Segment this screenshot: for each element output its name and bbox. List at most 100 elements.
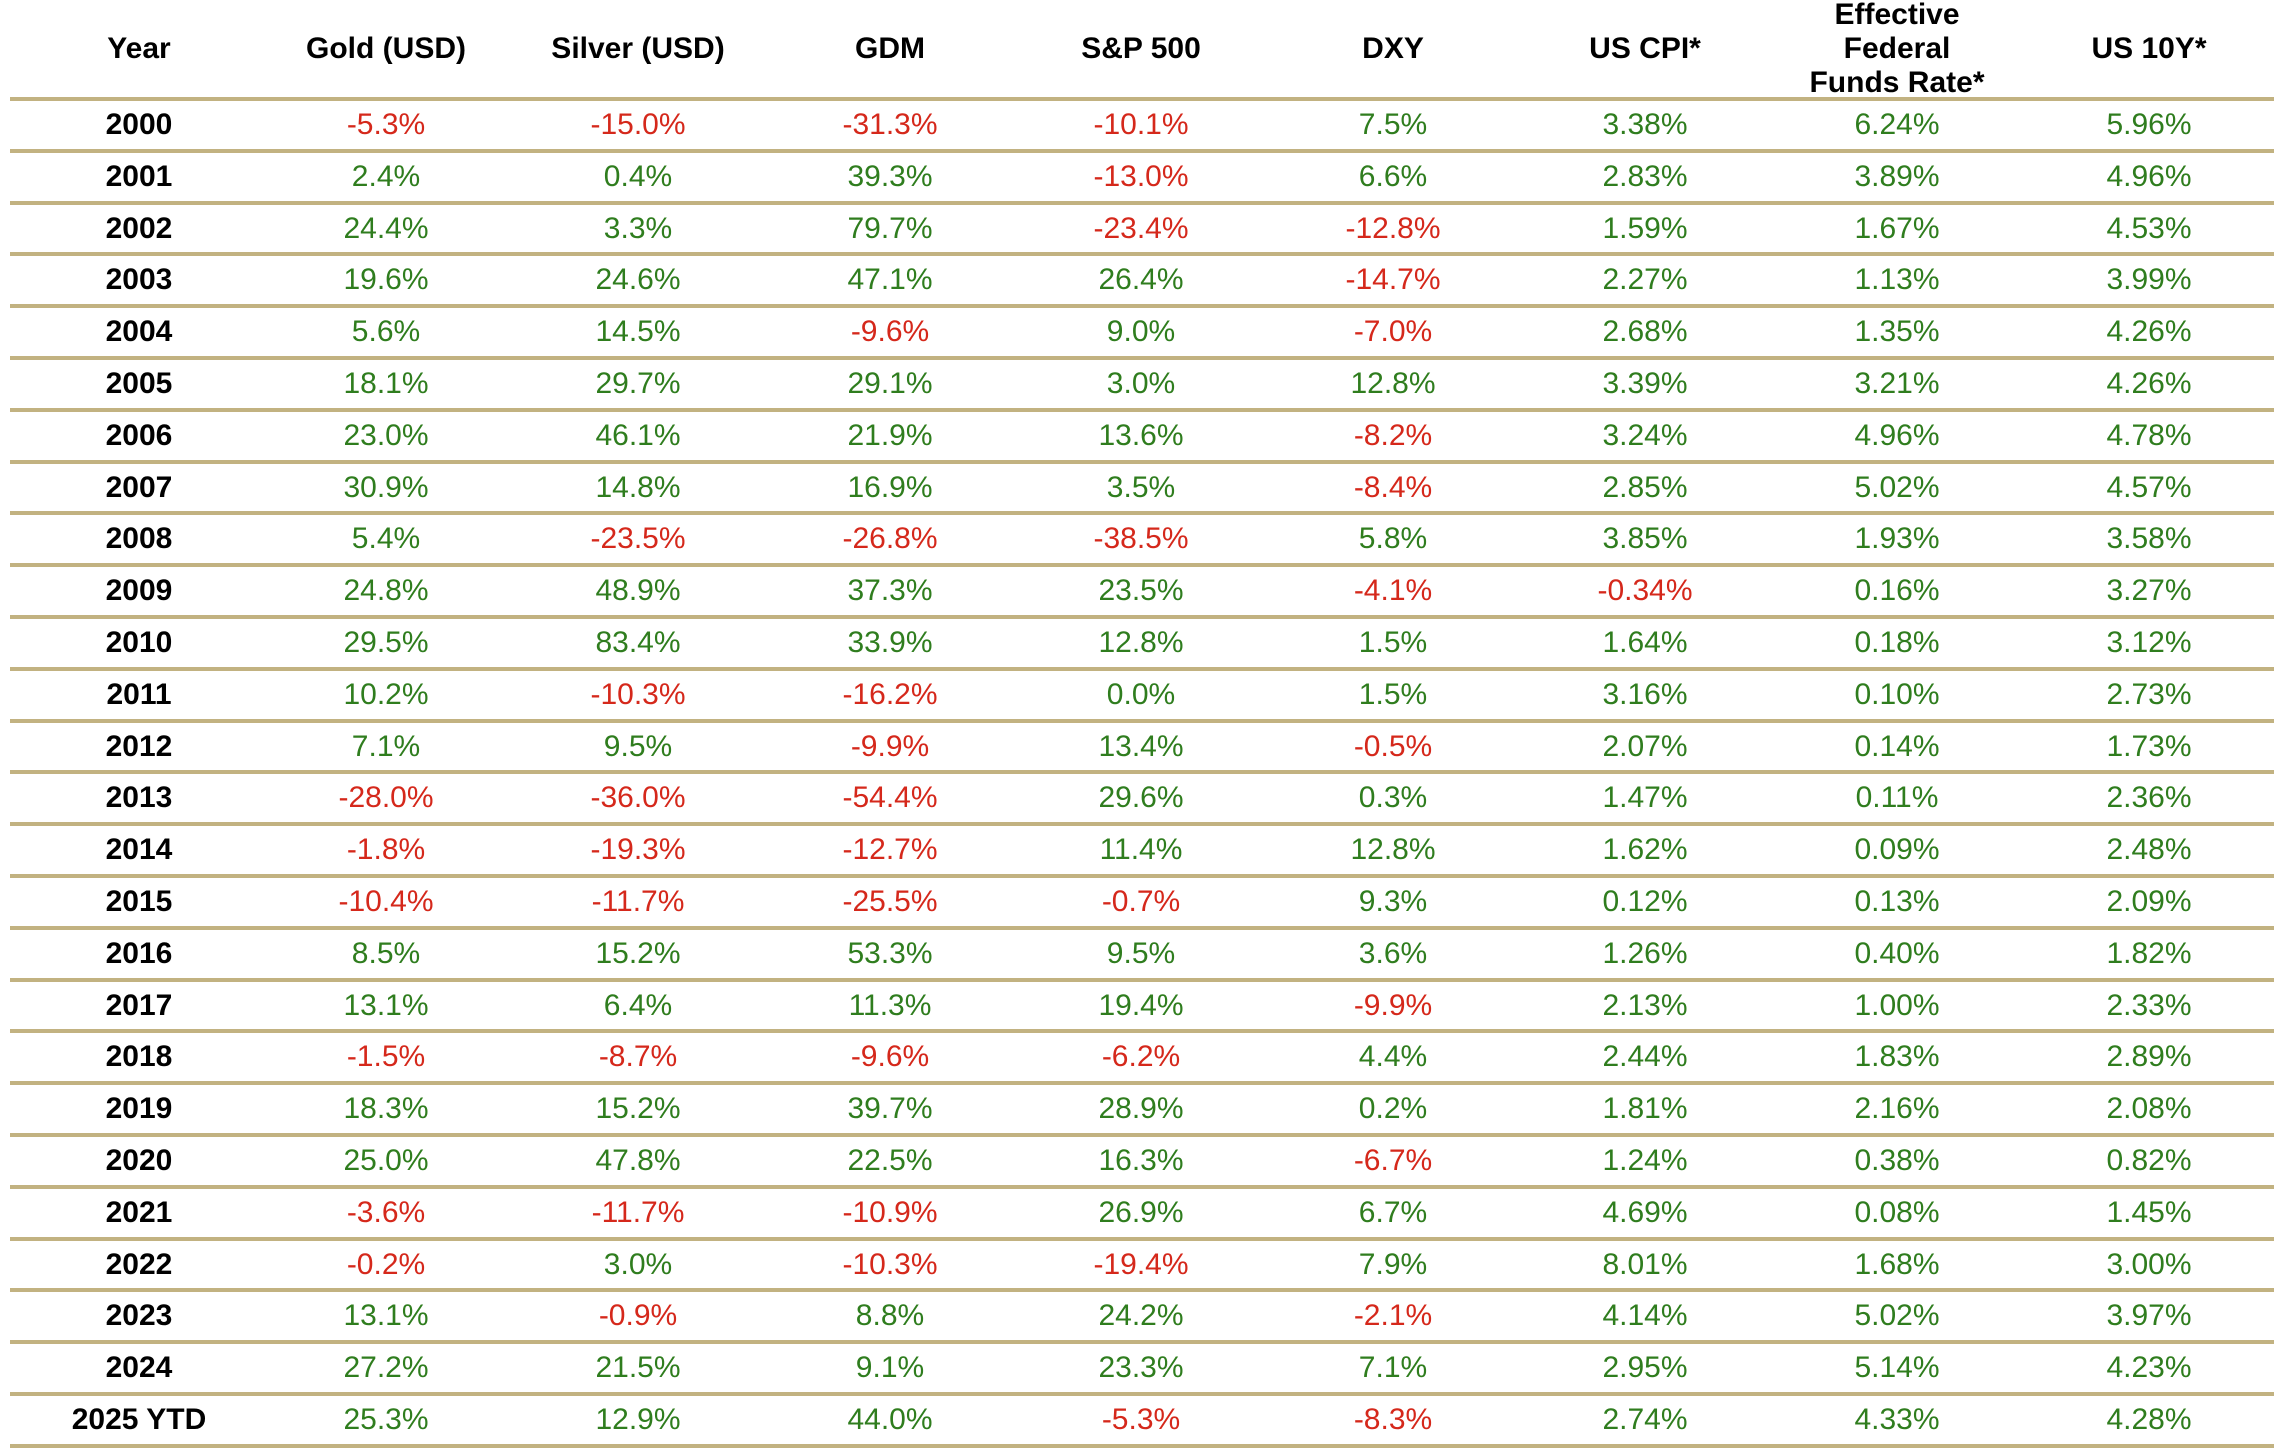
column-header-us-10y: US 10Y*: [2091, 31, 2207, 65]
effr-cell: 1.35%: [1854, 315, 1940, 349]
gold-cell: 24.8%: [343, 574, 429, 608]
sp500-cell: -0.7%: [1101, 884, 1181, 918]
us-cpi-cell: 3.24%: [1602, 418, 1688, 452]
silver-cell: 83.4%: [595, 625, 681, 659]
us-10y-cell: 0.82%: [2106, 1143, 2192, 1177]
dxy-cell: 7.5%: [1358, 108, 1428, 141]
table-header-row: Year Gold (USD) Silver (USD) GDM S&P 500 DXY U…: [10, 0, 2274, 101]
table-row: 2020 25.0% 47.8% 22.5% 16.3% -6.7% 1.24% 0.38% 0…: [10, 1137, 2274, 1189]
gold-cell: 13.1%: [343, 1299, 429, 1333]
silver-cell: 47.8%: [595, 1143, 681, 1177]
us-cpi-cell: 3.39%: [1602, 366, 1688, 400]
gdm-cell: 47.1%: [847, 263, 933, 297]
gold-cell: 5.4%: [351, 522, 421, 556]
year-cell: 2015: [105, 884, 173, 918]
table-row: 2014 -1.8% -19.3% -12.7% 11.4% 12.8% 1.62% 0.09…: [10, 826, 2274, 878]
table-row: 2002 24.4% 3.3% 79.7% -23.4% -12.8% 1.59% 1.67%…: [10, 205, 2274, 257]
dxy-cell: 6.7%: [1358, 1195, 1428, 1229]
us-cpi-cell: 3.38%: [1602, 108, 1688, 141]
us-cpi-cell: 1.64%: [1602, 625, 1688, 659]
table-body: 2000 -5.3% -15.0% -31.3% -10.1% 7.5% 3.38% 6.24…: [10, 101, 2274, 1448]
dxy-cell: 4.4%: [1358, 1040, 1428, 1074]
sp500-cell: 11.4%: [1099, 833, 1183, 867]
gdm-cell: -16.2%: [842, 677, 938, 711]
dxy-cell: -6.7%: [1353, 1143, 1433, 1177]
year-cell: 2001: [105, 159, 173, 193]
silver-cell: 15.2%: [595, 936, 681, 970]
effr-cell: 1.13%: [1854, 263, 1940, 297]
year-cell: 2020: [105, 1143, 173, 1177]
table-row: 2016 8.5% 15.2% 53.3% 9.5% 3.6% 1.26% 0.40% 1.82…: [10, 930, 2274, 982]
us-cpi-cell: 3.85%: [1602, 522, 1688, 556]
table-row: 2022 -0.2% 3.0% -10.3% -19.4% 7.9% 8.01% 1.68% 3…: [10, 1241, 2274, 1293]
table-row: 2015 -10.4% -11.7% -25.5% -0.7% 9.3% 0.12% 0.13…: [10, 878, 2274, 930]
gdm-cell: 16.9%: [847, 470, 933, 504]
table-row: 2021 -3.6% -11.7% -10.9% 26.9% 6.7% 4.69% 0.08%…: [10, 1189, 2274, 1241]
us-cpi-cell: 2.27%: [1602, 263, 1688, 297]
sp500-cell: -5.3%: [1101, 1402, 1181, 1436]
table-row: 2017 13.1% 6.4% 11.3% 19.4% -9.9% 2.13% 1.00% 2.…: [10, 982, 2274, 1034]
us-10y-cell: 4.28%: [2106, 1402, 2192, 1436]
table-row: 2003 19.6% 24.6% 47.1% 26.4% -14.7% 2.27% 1.13%…: [10, 256, 2274, 309]
effr-cell: 0.08%: [1854, 1195, 1940, 1229]
dxy-cell: 1.5%: [1358, 625, 1428, 659]
dxy-cell: 7.9%: [1358, 1247, 1428, 1281]
gdm-cell: 8.8%: [855, 1299, 925, 1333]
us-10y-cell: 3.58%: [2106, 522, 2192, 556]
sp500-cell: 3.0%: [1106, 366, 1176, 400]
dxy-cell: -0.5%: [1353, 729, 1433, 763]
us-10y-cell: 4.26%: [2106, 315, 2192, 349]
effr-cell: 3.21%: [1854, 366, 1940, 400]
sp500-cell: -19.4%: [1093, 1247, 1189, 1281]
us-cpi-cell: 1.24%: [1602, 1143, 1688, 1177]
us-cpi-cell: 8.01%: [1602, 1247, 1688, 1281]
us-cpi-cell: 2.07%: [1602, 729, 1688, 763]
effr-cell: 0.11%: [1855, 781, 1939, 815]
effr-cell: 6.24%: [1854, 108, 1940, 141]
column-header-year: Year: [107, 31, 171, 65]
silver-cell: -0.9%: [598, 1299, 678, 1333]
silver-cell: 9.5%: [603, 729, 673, 763]
gdm-cell: -54.4%: [842, 781, 938, 815]
column-header-sp500: S&P 500: [1081, 31, 1201, 65]
column-header-dxy: DXY: [1362, 31, 1424, 65]
silver-cell: -10.3%: [590, 677, 686, 711]
gdm-cell: -12.7%: [842, 833, 938, 867]
year-cell: 2002: [105, 211, 173, 245]
year-cell: 2012: [105, 729, 173, 763]
sp500-cell: -23.4%: [1093, 211, 1189, 245]
sp500-cell: 3.5%: [1106, 470, 1176, 504]
gold-cell: 29.5%: [343, 625, 429, 659]
effr-cell: 4.96%: [1854, 418, 1940, 452]
sp500-cell: 12.8%: [1098, 625, 1184, 659]
column-header-silver: Silver (USD): [551, 31, 725, 65]
us-cpi-cell: 2.13%: [1602, 988, 1688, 1022]
us-10y-cell: 3.99%: [2106, 263, 2192, 297]
year-cell: 2011: [106, 677, 172, 711]
us-cpi-cell: 1.62%: [1602, 833, 1688, 867]
gold-cell: 30.9%: [343, 470, 429, 504]
table-row: 2012 7.1% 9.5% -9.9% 13.4% -0.5% 2.07% 0.14% 1.7…: [10, 723, 2274, 775]
gold-cell: 18.3%: [343, 1092, 429, 1126]
gdm-cell: 22.5%: [847, 1143, 933, 1177]
dxy-cell: 6.6%: [1358, 159, 1428, 193]
gold-cell: 7.1%: [351, 729, 421, 763]
silver-cell: 46.1%: [595, 418, 681, 452]
dxy-cell: -2.1%: [1353, 1299, 1433, 1333]
gdm-cell: -31.3%: [842, 108, 938, 141]
gdm-cell: -26.8%: [842, 522, 938, 556]
effr-cell: 0.40%: [1854, 936, 1940, 970]
effr-cell: 0.09%: [1854, 833, 1940, 867]
year-cell: 2021: [105, 1195, 173, 1229]
silver-cell: -23.5%: [590, 522, 686, 556]
dxy-cell: -14.7%: [1345, 263, 1441, 297]
year-cell: 2022: [105, 1247, 173, 1281]
silver-cell: 48.9%: [595, 574, 681, 608]
year-cell: 2014: [105, 833, 173, 867]
gold-cell: -28.0%: [338, 781, 434, 815]
gdm-cell: 33.9%: [847, 625, 933, 659]
table-row: 2019 18.3% 15.2% 39.7% 28.9% 0.2% 1.81% 2.16% 2.…: [10, 1085, 2274, 1137]
us-cpi-cell: 1.59%: [1602, 211, 1688, 245]
year-cell: 2025 YTD: [71, 1402, 207, 1436]
year-cell: 2009: [105, 574, 173, 608]
